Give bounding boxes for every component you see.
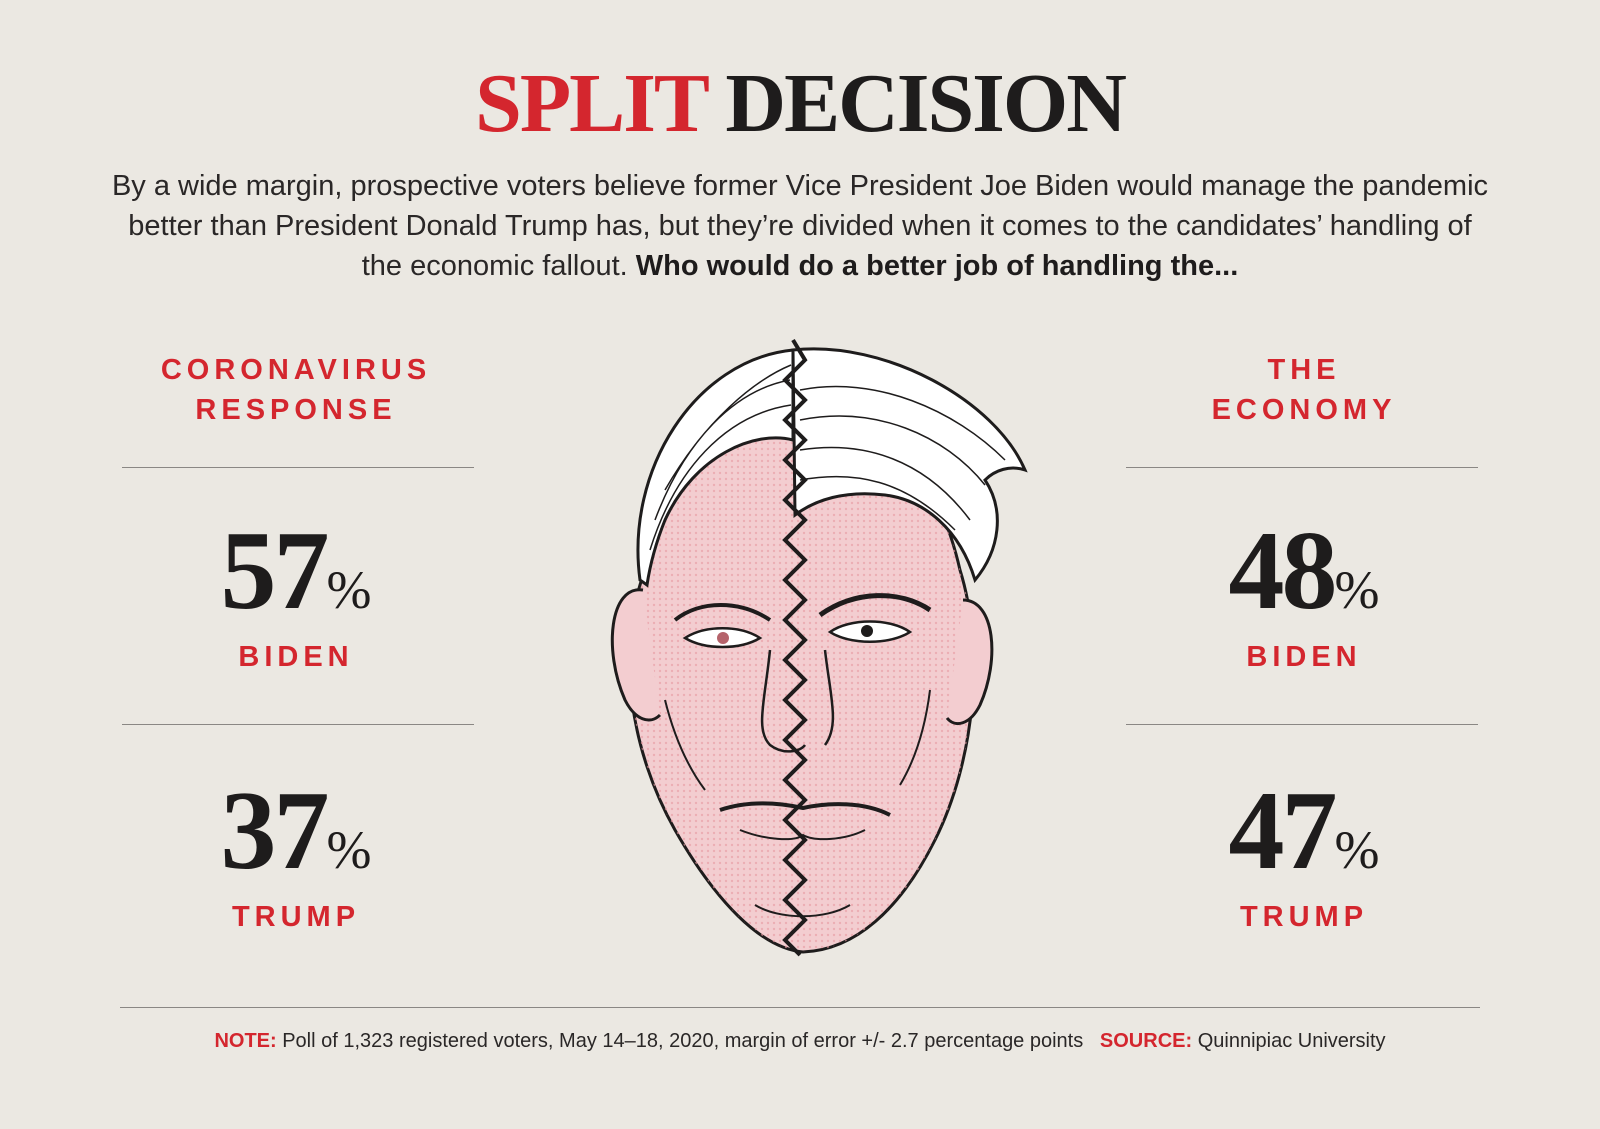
divider-right-middle: [1126, 724, 1478, 725]
section-title-line2: ECONOMY: [1211, 394, 1397, 426]
source-text: Quinnipiac University: [1197, 1030, 1386, 1052]
right-ear: [945, 598, 994, 726]
section-title-line2: RESPONSE: [195, 394, 397, 426]
lower-lip: [739, 829, 866, 841]
divider-left-middle: [122, 724, 474, 725]
footer-divider: [120, 1007, 1480, 1008]
stat-coronavirus-biden: 57% BIDEN: [120, 515, 472, 674]
intro-question: Who would do a better job of handling th…: [635, 250, 1239, 282]
mouth: [719, 801, 891, 817]
source-label: SOURCE:: [1099, 1030, 1193, 1052]
section-title-economy: THE ECONOMY: [1128, 350, 1480, 430]
left-ear: [610, 588, 662, 722]
stat-value: 57: [220, 509, 330, 633]
stat-value: 47: [1228, 769, 1338, 893]
percent-sign: %: [1334, 820, 1380, 880]
title-decision: DECISION: [725, 57, 1126, 150]
page-title: SPLIT DECISION: [0, 62, 1600, 146]
stat-candidate: BIDEN: [238, 641, 354, 673]
nose-right: [823, 649, 835, 746]
section-title-line1: CORONAVIRUS: [160, 354, 432, 386]
stat-value: 37: [220, 769, 330, 893]
hair-right: [791, 347, 1028, 584]
split-zigzag: [782, 338, 808, 957]
hair-right-strands: [799, 385, 1006, 531]
left-eyebrow: [673, 603, 772, 622]
stat-candidate: TRUMP: [1239, 901, 1369, 933]
title-split: SPLIT: [475, 57, 708, 150]
percent-sign: %: [1334, 560, 1380, 620]
percent-sign: %: [326, 560, 372, 620]
percent-sign: %: [326, 820, 372, 880]
note-label: NOTE:: [214, 1030, 277, 1052]
divider-right-top: [1126, 467, 1478, 468]
divider-left-top: [122, 467, 474, 468]
hair-left-strands: [649, 364, 792, 551]
section-title-coronavirus: CORONAVIRUS RESPONSE: [120, 350, 472, 430]
stat-coronavirus-trump: 37% TRUMP: [120, 775, 472, 934]
stat-candidate: BIDEN: [1246, 641, 1362, 673]
footer-note: NOTE: Poll of 1,323 registered voters, M…: [0, 1030, 1600, 1053]
intro-paragraph: By a wide margin, prospective voters bel…: [110, 166, 1490, 286]
intro-text: By a wide margin, prospective voters bel…: [111, 170, 1489, 282]
stat-economy-biden: 48% BIDEN: [1128, 515, 1480, 674]
stat-value: 48: [1228, 509, 1338, 633]
cheek-lines: [664, 689, 931, 791]
note-text: Poll of 1,323 registered voters, May 14–…: [282, 1030, 1084, 1052]
hair-left: [636, 348, 795, 588]
stat-economy-trump: 47% TRUMP: [1128, 775, 1480, 934]
stat-candidate: TRUMP: [231, 901, 361, 933]
split-face-illustration: [610, 338, 1028, 957]
section-title-line1: THE: [1267, 354, 1341, 386]
right-pupil: [861, 625, 873, 637]
left-pupil: [717, 632, 729, 644]
right-eyebrow: [818, 593, 932, 618]
